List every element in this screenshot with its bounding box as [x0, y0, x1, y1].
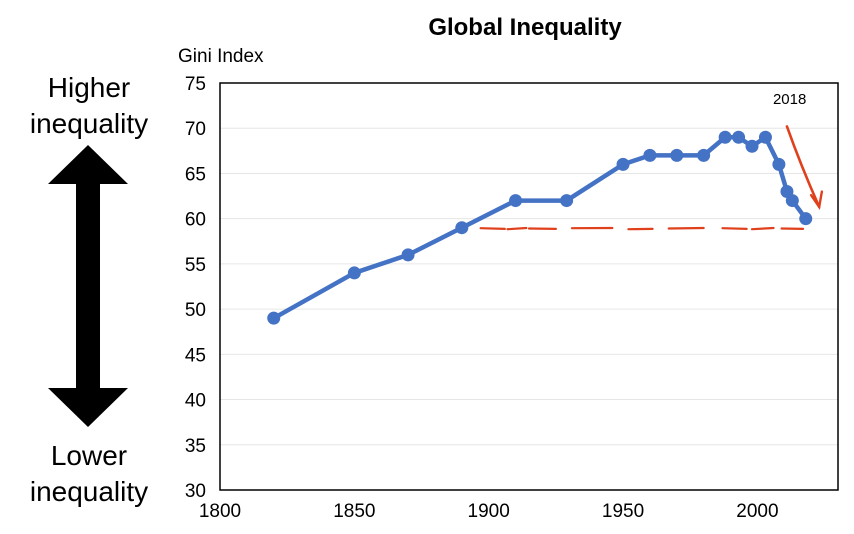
- higher-inequality-label: Higher inequality: [29, 72, 149, 139]
- data-point: [718, 130, 732, 144]
- y-tick-label: 70: [185, 119, 206, 140]
- series-layer: [267, 130, 813, 325]
- y-tick-labels: 30 35 40 45 50 55 60 65 70 75: [185, 74, 206, 502]
- x-tick-label: 1850: [333, 501, 375, 522]
- data-point: [616, 157, 630, 171]
- data-point: [401, 248, 415, 262]
- data-point: [758, 130, 772, 144]
- data-point: [772, 157, 786, 171]
- dashed-reference-segment: [721, 227, 748, 231]
- annotation-layer: 2018: [479, 91, 824, 231]
- dashed-reference-segment: [750, 226, 775, 231]
- y-axis-label: Gini Index: [178, 46, 264, 67]
- y-tick-label: 35: [185, 436, 206, 457]
- year-annotation: 2018: [773, 91, 806, 108]
- y-tick-label: 60: [185, 210, 206, 231]
- y-tick-label: 30: [185, 481, 206, 502]
- y-tick-label: 50: [185, 300, 206, 321]
- x-tick-label: 1800: [199, 501, 241, 522]
- y-tick-label: 55: [185, 255, 206, 276]
- data-point: [799, 212, 813, 226]
- x-tick-label: 2000: [736, 501, 778, 522]
- chart-title: Global Inequality: [428, 14, 622, 41]
- data-point: [267, 311, 281, 325]
- data-point: [785, 194, 799, 208]
- data-point: [745, 139, 759, 153]
- data-point: [455, 221, 469, 235]
- x-tick-label: 1900: [468, 501, 510, 522]
- double-arrow-icon: [48, 145, 128, 427]
- x-tick-labels: 1800 1850 1900 1950 2000: [199, 501, 779, 522]
- dashed-reference-segment: [667, 226, 705, 230]
- data-point: [643, 148, 657, 162]
- data-point: [509, 194, 523, 208]
- double-arrow-shape: [48, 145, 128, 427]
- red-arrow-stroke: [785, 125, 821, 209]
- x-tick-label: 1950: [602, 501, 644, 522]
- data-point: [697, 148, 711, 162]
- y-tick-label: 40: [185, 391, 206, 412]
- data-point: [670, 148, 684, 162]
- plot-area-frame: [219, 82, 839, 491]
- dashed-reference-segment: [479, 227, 506, 231]
- y-tick-label: 45: [185, 345, 206, 366]
- data-point: [560, 194, 574, 208]
- red-arrow-head: [809, 190, 824, 211]
- y-tick-label: 65: [185, 164, 206, 185]
- lower-inequality-label: Lower inequality: [29, 440, 149, 507]
- y-tick-label: 75: [185, 74, 206, 95]
- dashed-reference-segment: [506, 226, 528, 231]
- data-point: [732, 130, 746, 144]
- data-point: [347, 266, 361, 280]
